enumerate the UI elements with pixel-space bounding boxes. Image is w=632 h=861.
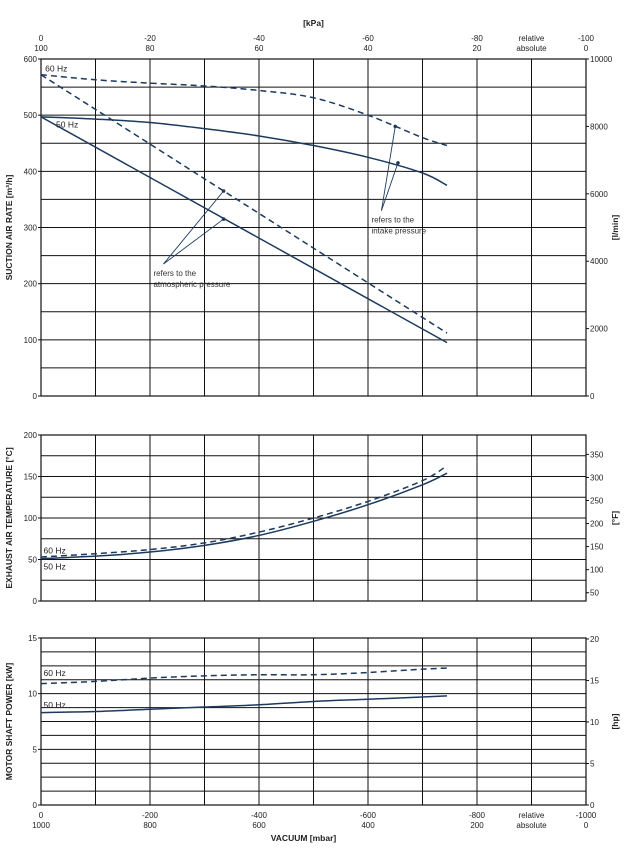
y-tick-label-suction: 200: [24, 280, 38, 289]
series-line-temperature-50-hz: [40, 472, 448, 560]
y-right-axis-title-power: [hp]: [610, 713, 620, 729]
top-axis-label: 80: [146, 44, 155, 53]
y-tick-label-power: 5: [33, 745, 38, 754]
y-right-tick-label-suction: 10000: [590, 55, 613, 64]
annotation-point-0: [396, 161, 400, 165]
top-axis-label: relative: [519, 34, 545, 43]
bottom-axis-label: -400: [251, 811, 268, 820]
series-line-power-60-hz: [40, 667, 448, 685]
y-right-tick-label-suction: 6000: [590, 190, 608, 199]
bottom-axis-label: 400: [361, 821, 375, 830]
series-label-suction-50-hz: 50 Hz: [56, 120, 78, 130]
bottom-axis-label: -600: [360, 811, 377, 820]
y-tick-label-suction: 600: [24, 55, 38, 64]
top-axis-label: -20: [144, 34, 156, 43]
annotation-text-0: intake pressure: [371, 227, 426, 236]
series-label-power-60-hz: 60 Hz: [44, 668, 66, 678]
y-right-tick-label-power: 5: [590, 759, 595, 768]
y-right-tick-label-power: 20: [590, 635, 599, 644]
y-right-tick-label-temperature: 250: [590, 496, 604, 505]
annotation-point-0: [393, 124, 398, 129]
top-axis-label: 0: [39, 34, 44, 43]
y-tick-label-suction: 400: [24, 167, 38, 176]
y-right-tick-label-temperature: 300: [590, 473, 604, 482]
series-label-power-50-hz: 50 Hz: [44, 700, 66, 710]
y-axis-title-temperature: EXHAUST AIR TEMPERATURE [°C]: [4, 447, 14, 588]
series-line-suction-60-hz: [40, 73, 448, 147]
series-label-temperature-50-hz: 50 Hz: [44, 561, 66, 571]
top-axis-label: 0: [584, 44, 589, 53]
y-tick-label-temperature: 100: [24, 514, 38, 523]
annotation-text-0: refers to the: [371, 216, 414, 225]
y-tick-label-suction: 100: [24, 336, 38, 345]
bottom-axis-label: -1000: [576, 811, 597, 820]
bottom-axis-label: 800: [143, 821, 157, 830]
y-tick-label-temperature: 150: [24, 473, 38, 482]
bottom-axis-label: relative: [519, 811, 545, 820]
y-right-tick-label-temperature: 100: [590, 566, 604, 575]
top-axis-label: 60: [255, 44, 264, 53]
y-right-tick-label-suction: 4000: [590, 257, 608, 266]
curves-layer: [40, 73, 448, 714]
y-right-tick-label-temperature: 50: [590, 589, 599, 598]
y-right-tick-label-power: 15: [590, 676, 599, 685]
annotation-point-1: [221, 217, 226, 221]
top-axis-label: 100: [34, 44, 48, 53]
bottom-axis-label: -800: [469, 811, 486, 820]
top-axis-label: -40: [253, 34, 265, 43]
y-tick-label-temperature: 0: [33, 597, 38, 606]
top-axis-label: -100: [578, 34, 595, 43]
series-label-temperature-60-hz: 60 Hz: [44, 546, 66, 556]
bottom-axis-label: 0: [39, 811, 44, 820]
top-axis-label: -80: [471, 34, 483, 43]
y-right-tick-label-suction: 8000: [590, 122, 608, 131]
bottom-axis-title: VACUUM [mbar]: [271, 833, 337, 843]
y-right-tick-label-temperature: 200: [590, 520, 604, 529]
annotation-leader-1: [163, 190, 224, 265]
top-axis-label: 20: [473, 44, 482, 53]
bottom-axis-label: absolute: [516, 821, 547, 830]
annotation-leader-0: [381, 162, 399, 211]
bottom-axis-label: 200: [470, 821, 484, 830]
annotation-leader-1: [163, 218, 224, 265]
y-tick-label-temperature: 50: [28, 556, 37, 565]
top-axis-title: [kPa]: [303, 18, 324, 28]
annotation-leader-0: [381, 126, 396, 211]
bottom-axis-label: -200: [142, 811, 159, 820]
y-right-tick-label-power: 10: [590, 718, 599, 727]
y-right-tick-label-suction: 0: [590, 392, 595, 401]
series-line-temperature-60-hz: [40, 465, 448, 558]
y-right-tick-label-temperature: 150: [590, 543, 604, 552]
y-tick-label-suction: 500: [24, 111, 38, 120]
bottom-axis-label: 0: [584, 821, 589, 830]
y-right-tick-label-power: 0: [590, 801, 595, 810]
bottom-axis-label: 1000: [32, 821, 50, 830]
y-right-tick-label-temperature: 350: [590, 450, 604, 459]
top-axis-label: 40: [364, 44, 373, 53]
series-label-suction-60-hz: 60 Hz: [45, 63, 67, 73]
annotation-text-1: refers to the: [153, 269, 196, 278]
text-layer: 0100200300400500600020004000600080001000…: [4, 18, 620, 843]
y-right-axis-title-suction: [l/min]: [610, 215, 620, 241]
y-tick-label-power: 10: [28, 690, 37, 699]
y-right-axis-title-temperature: [°F]: [610, 511, 620, 525]
top-axis-label: absolute: [516, 44, 547, 53]
y-tick-label-suction: 300: [24, 224, 38, 233]
top-axis-label: -60: [362, 34, 374, 43]
y-tick-label-power: 0: [33, 801, 38, 810]
y-tick-label-power: 15: [28, 634, 37, 643]
annotation-text-1: atmospheric pressure: [153, 280, 230, 289]
y-axis-title-power: MOTOR SHAFT POWER [kW]: [4, 663, 14, 781]
grid-layer: [38, 58, 589, 806]
y-tick-label-temperature: 200: [24, 431, 38, 440]
bottom-axis-label: 600: [252, 821, 266, 830]
series-line-suction-50-hz-atm: [40, 116, 448, 344]
annotation-point-1: [221, 189, 226, 193]
y-right-tick-label-suction: 2000: [590, 325, 608, 334]
series-line-power-50-hz: [40, 695, 448, 714]
y-tick-label-suction: 0: [33, 392, 38, 401]
y-axis-title-suction: SUCTION AIR RATE [m³/h]: [4, 174, 14, 280]
series-line-suction-60-hz-atm: [40, 74, 448, 334]
